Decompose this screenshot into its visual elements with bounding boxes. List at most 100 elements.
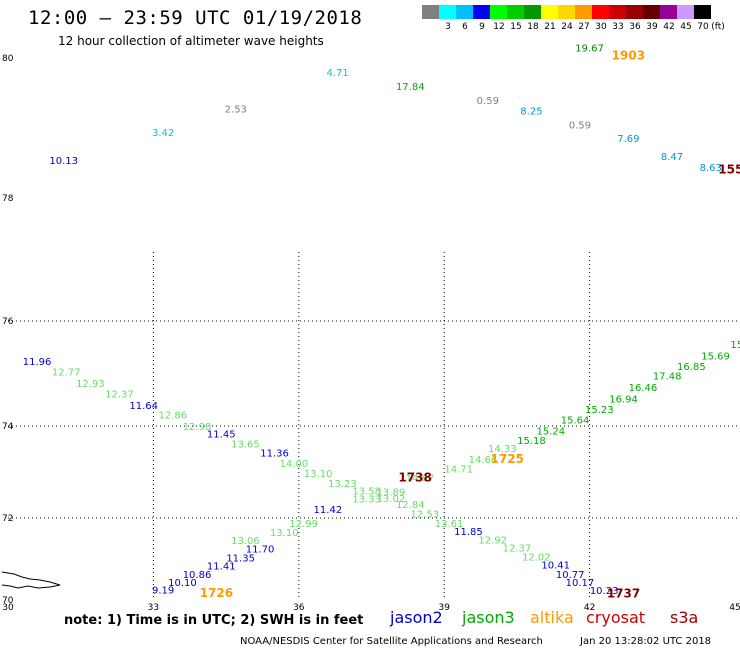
latitude-tick-label: 78 — [2, 194, 14, 204]
wave-height-value: 15.64 — [561, 416, 590, 427]
pass-time-label: 1559 — [718, 163, 740, 177]
legend-swatch — [541, 5, 558, 19]
legend-bin-label: 70 — [697, 22, 709, 32]
wave-height-value: 17.84 — [396, 82, 425, 93]
wave-height-value: 12.98 — [183, 422, 212, 433]
legend-bin-label: 36 — [629, 22, 641, 32]
satellite-name-cryosat: cryosat — [586, 608, 646, 627]
wave-height-value: 12.77 — [52, 367, 81, 378]
wave-height-value: 19.67 — [575, 44, 604, 55]
wave-height-value: 11.35 — [226, 553, 255, 564]
latitude-tick-label: 80 — [2, 54, 14, 64]
wave-height-value: 12.37 — [105, 389, 134, 400]
latitude-tick-label: 76 — [2, 317, 14, 327]
legend-bin-label: 15 — [510, 22, 522, 32]
wave-height-value: 12.53 — [410, 509, 439, 520]
legend-bin-label: 45 — [680, 22, 692, 32]
wave-height-value: 10.23 — [590, 586, 619, 597]
longitude-tick-label: 45 — [729, 603, 740, 613]
wave-height-value: 11.42 — [314, 505, 343, 516]
wave-height-value: 4.71 — [326, 68, 348, 79]
wave-height-value: 0.59 — [477, 96, 499, 107]
wave-height-value: 17.48 — [653, 372, 682, 383]
wave-height-value: 8.47 — [661, 152, 683, 163]
wave-height-value: 3.42 — [152, 128, 174, 139]
wave-height-value: 10.77 — [556, 570, 585, 581]
satellite-name-s3a: s3a — [670, 608, 699, 627]
pass-time-label: 1726 — [200, 586, 233, 600]
wave-height-value: 13.23 — [328, 479, 357, 490]
wave-height-value: 15.03 — [730, 340, 740, 351]
wave-height-value: 12.92 — [478, 535, 507, 546]
legend-bin-label: 9 — [479, 22, 485, 32]
wave-height-value: 11.85 — [454, 527, 483, 538]
wave-height-value: 16.85 — [677, 362, 706, 373]
wave-height-value: 10.86 — [183, 570, 212, 581]
satellite-name-altika: altika — [530, 608, 574, 627]
pass-time-label: 1738 — [398, 471, 431, 485]
legend-bin-label: 6 — [462, 22, 468, 32]
wave-height-value: 8.25 — [520, 107, 542, 118]
wave-height-value: 15.69 — [701, 352, 730, 363]
legend-bin-label: 24 — [561, 22, 573, 32]
legend-swatch — [473, 5, 490, 19]
wave-height-value: 16.46 — [629, 383, 658, 394]
wave-height-value: 13.89 — [377, 487, 406, 498]
legend-swatch — [575, 5, 592, 19]
legend-bin-label: 3 — [445, 22, 451, 32]
pass-time-label: 1725 — [491, 452, 524, 466]
wave-height-value: 11.64 — [129, 401, 158, 412]
coastline-shape — [1, 571, 61, 589]
footer-note: note: 1) Time is in UTC; 2) SWH is in fe… — [64, 613, 364, 628]
wave-height-value: 11.70 — [246, 544, 275, 555]
wave-height-value: 14.33 — [488, 444, 517, 455]
wave-height-value: 15.24 — [537, 427, 566, 438]
legend-swatch — [626, 5, 643, 19]
longitude-tick-label: 36 — [293, 603, 305, 613]
latitude-tick-label: 70 — [2, 596, 14, 606]
wave-height-value: 11.96 — [23, 357, 52, 368]
wave-height-value: 12.84 — [396, 500, 425, 511]
legend-swatch — [524, 5, 541, 19]
wave-height-value: 12.86 — [158, 410, 187, 421]
legend-swatch — [592, 5, 609, 19]
legend-swatch — [609, 5, 626, 19]
wave-height-value: 10.17 — [566, 578, 595, 589]
wave-height-value: 12.02 — [522, 553, 551, 564]
legend-bin-label: 33 — [612, 22, 624, 32]
wave-height-value: 12.93 — [76, 379, 105, 390]
longitude-tick-label: 30 — [2, 603, 14, 613]
wave-height-value: 13.10 — [270, 528, 299, 539]
satellite-name-jason2: jason2 — [390, 608, 443, 627]
legend-swatch — [643, 5, 660, 19]
wave-height-value: 15.23 — [585, 405, 614, 416]
legend-swatch — [439, 5, 456, 19]
wave-height-value: 13.58 — [352, 486, 381, 497]
legend-swatch — [456, 5, 473, 19]
wave-height-value: 2.53 — [225, 104, 247, 115]
wave-height-value: 11.45 — [207, 429, 236, 440]
legend-bin-label: 12 — [493, 22, 505, 32]
latitude-tick-label: 74 — [2, 422, 14, 432]
generated-timestamp: Jan 20 13:28:02 UTC 2018 — [580, 636, 712, 647]
wave-height-value: 14.00 — [280, 459, 309, 470]
legend-bin-label: 27 — [578, 22, 590, 32]
wave-height-value: 0.59 — [569, 121, 591, 132]
wave-height-value: 15.18 — [517, 436, 546, 447]
legend-bin-label: 42 — [663, 22, 675, 32]
wave-height-value: 14.67 — [406, 474, 435, 485]
page-subtitle: 12 hour collection of altimeter wave hei… — [58, 34, 324, 48]
wave-height-value: 13.02 — [377, 494, 406, 505]
pass-time-label: 1737 — [607, 587, 640, 601]
wave-height-value: 13.65 — [231, 439, 260, 450]
longitude-tick-label: 42 — [584, 603, 595, 613]
wave-height-value: 13.10 — [304, 469, 333, 480]
legend-swatch — [422, 5, 439, 19]
legend-swatch — [558, 5, 575, 19]
wave-height-value: 10.13 — [49, 156, 78, 167]
wave-height-value: 11.36 — [260, 449, 289, 460]
wave-height-value: 16.94 — [609, 395, 638, 406]
wave-height-value: 9.19 — [152, 585, 174, 596]
wave-height-value: 12.37 — [503, 544, 532, 555]
